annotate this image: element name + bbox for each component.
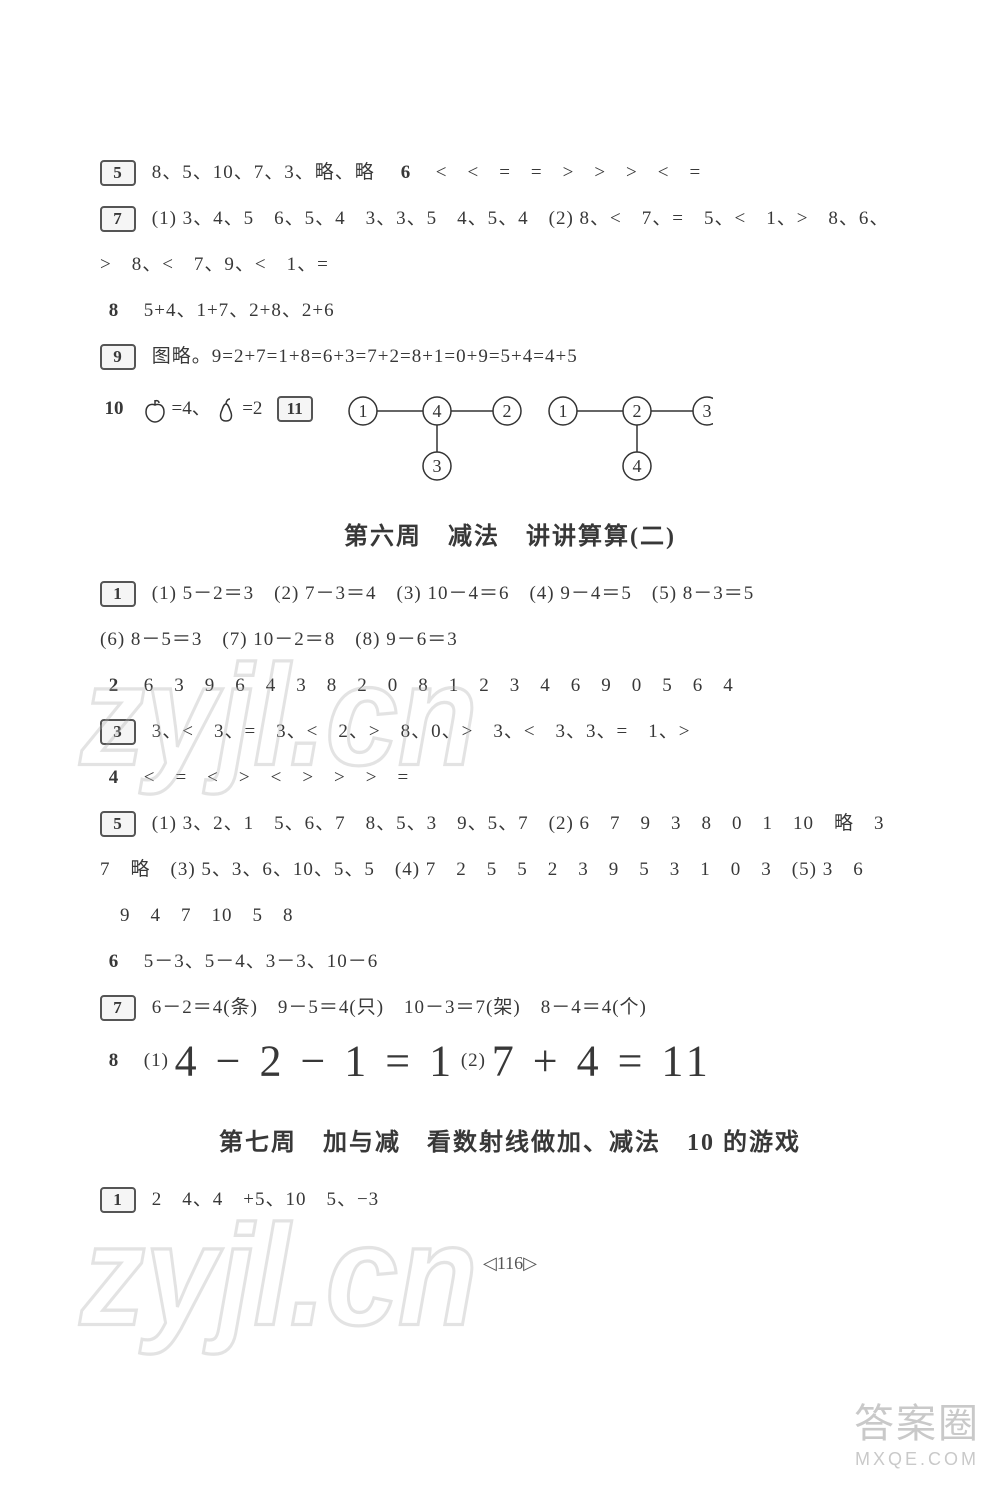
answer-line: 5 (1) 3、2、1 5、6、7 8、5、3 9、5、7 (2) 6 7 9 …: [100, 801, 920, 847]
answer-text: 2 4、4 +5、10 5、−3: [152, 1189, 379, 1210]
question-number: 2: [100, 663, 128, 709]
question-number: 5: [100, 811, 136, 837]
svg-text:3: 3: [702, 401, 711, 421]
answer-line: 5 8、5、10、7、3、略、略 6 < < = = > > > < =: [100, 150, 920, 196]
svg-text:4: 4: [432, 401, 441, 421]
q10: 10 =4、 =2 11: [100, 386, 323, 424]
question-number: 3: [100, 719, 136, 745]
question-number: 9: [100, 344, 136, 370]
corner-logo: 答案圈 MXQE.COM: [854, 1391, 980, 1470]
q11-tree-diagram: 1 4 2 3 1 2 3 4: [333, 386, 713, 486]
answer-line: 6 5－3、5－4、3－3、10－6: [100, 939, 920, 985]
answer-line: 3 3、< 3、= 3、< 2、> 8、0、> 3、< 3、3、= 1、>: [100, 709, 920, 755]
answer-line-cont: 9 4 7 10 5 8: [100, 893, 920, 939]
svg-text:4: 4: [632, 456, 641, 476]
question-number: 8: [100, 1031, 128, 1091]
answer-text: (1) 3、2、1 5、6、7 8、5、3 9、5、7 (2) 6 7 9 3 …: [152, 813, 885, 834]
corner-logo-line2: MXQE.COM: [854, 1449, 980, 1470]
answer-text: < = < > < > > > =: [144, 767, 409, 788]
answer-text: 6－2＝4(条) 9－5＝4(只) 10－3＝7(架) 8－4＝4(个): [152, 997, 647, 1018]
question-number: 6: [392, 150, 420, 196]
svg-text:1: 1: [358, 401, 367, 421]
answer-text: 图略。9=2+7=1+8=6+3=7+2=8+1=0+9=5+4=4+5: [152, 346, 578, 367]
pear-icon: [215, 396, 237, 424]
matchstick-equation: 7 + 4 = 11: [492, 1037, 712, 1086]
q10-q11-row: 10 =4、 =2 11: [100, 386, 920, 486]
section-title: 第七周 加与减 看数射线做加、减法 10 的游戏: [100, 1122, 920, 1157]
answer-line: 8 (1) 4 − 2 − 1 = 1 (2) 7 + 4 = 11: [100, 1031, 920, 1092]
answer-text: 8、5、10、7、3、略、略: [152, 162, 375, 183]
answer-text: 6 3 9 6 4 3 8 2 0 8 1 2 3 4 6 9 0 5 6 4: [144, 675, 734, 696]
question-number: 7: [100, 206, 136, 232]
answer-line-cont: (6) 8－5＝3 (7) 10－2＝8 (8) 9－6＝3: [100, 617, 920, 663]
question-number: 1: [100, 581, 136, 607]
apple-icon: [143, 397, 167, 423]
answer-text: < < = = > > > < =: [436, 162, 701, 183]
answer-line: 4 < = < > < > > > =: [100, 755, 920, 801]
answer-line-cont: > 8、< 7、9、< 1、=: [100, 242, 920, 288]
answer-text: 5－3、5－4、3－3、10－6: [144, 951, 379, 972]
answer-line: 7 (1) 3、4、5 6、5、4 3、3、5 4、5、4 (2) 8、< 7、…: [100, 196, 920, 242]
answer-text: (1) 5－2＝3 (2) 7－3＝4 (3) 10－4＝6 (4) 9－4＝5…: [152, 583, 755, 604]
svg-text:2: 2: [502, 401, 511, 421]
question-number: 10: [100, 394, 128, 424]
question-number: 6: [100, 939, 128, 985]
corner-logo-line1: 答案圈: [854, 1391, 980, 1449]
part-label: (1): [144, 1050, 169, 1071]
answer-line: 2 6 3 9 6 4 3 8 2 0 8 1 2 3 4 6 9 0 5 6 …: [100, 663, 920, 709]
question-number: 11: [277, 396, 313, 422]
answer-text: 5+4、1+7、2+8、2+6: [144, 300, 335, 321]
question-number: 7: [100, 995, 136, 1021]
question-number: 4: [100, 755, 128, 801]
part-label: (2): [461, 1050, 486, 1071]
q10-apple-value: =4、: [172, 398, 211, 419]
answer-text: 3、< 3、= 3、< 2、> 8、0、> 3、< 3、3、= 1、>: [152, 721, 691, 742]
answer-text: (1) 3、4、5 6、5、4 3、3、5 4、5、4 (2) 8、< 7、= …: [152, 208, 890, 229]
question-number: 1: [100, 1187, 136, 1213]
answer-line: 7 6－2＝4(条) 9－5＝4(只) 10－3＝7(架) 8－4＝4(个): [100, 985, 920, 1031]
answer-line-cont: 7 略 (3) 5、3、6、10、5、5 (4) 7 2 5 5 2 3 9 5…: [100, 847, 920, 893]
question-number: 5: [100, 160, 136, 186]
svg-text:2: 2: [632, 401, 641, 421]
matchstick-equation: 4 − 2 − 1 = 1: [175, 1037, 455, 1086]
svg-text:1: 1: [558, 401, 567, 421]
svg-text:3: 3: [432, 456, 441, 476]
answer-line: 8 5+4、1+7、2+8、2+6: [100, 288, 920, 334]
answer-line: 1 (1) 5－2＝3 (2) 7－3＝4 (3) 10－4＝6 (4) 9－4…: [100, 571, 920, 617]
page: zyjl.cn zyjl.cn 5 8、5、10、7、3、略、略 6 < < =…: [0, 0, 1000, 1490]
q10-pear-value: =2: [242, 398, 262, 419]
question-number: 8: [100, 288, 128, 334]
answer-line: 9 图略。9=2+7=1+8=6+3=7+2=8+1=0+9=5+4=4+5: [100, 334, 920, 380]
page-number: ◁116▷: [100, 1253, 920, 1274]
section-title: 第六周 减法 讲讲算算(二): [100, 516, 920, 551]
answer-line: 1 2 4、4 +5、10 5、−3: [100, 1177, 920, 1223]
